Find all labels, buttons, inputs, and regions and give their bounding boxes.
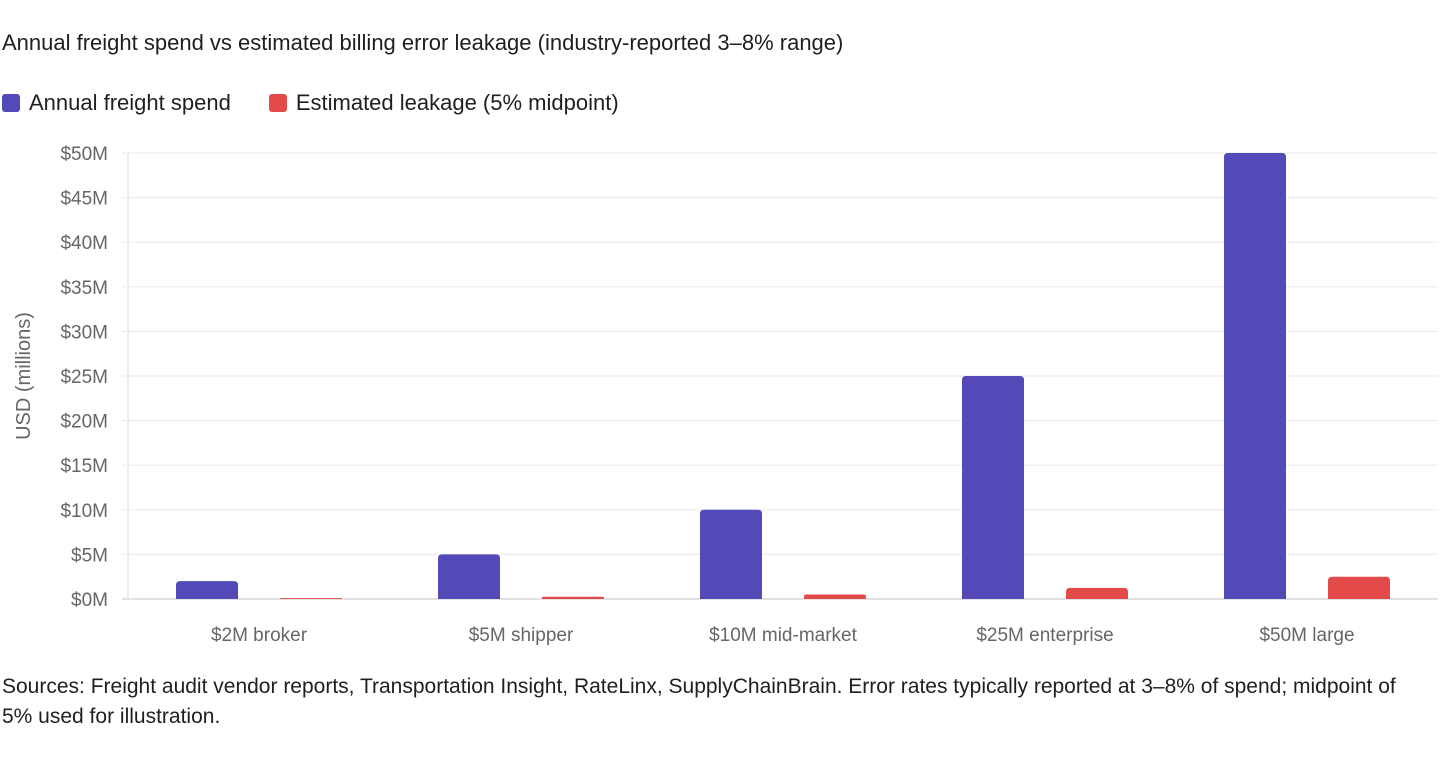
y-tick-label: $50M: [60, 144, 108, 165]
legend-label-spend: Annual freight spend: [29, 90, 231, 115]
x-tick-label: $25M enterprise: [976, 625, 1113, 646]
legend-label-leakage: Estimated leakage (5% midpoint): [295, 90, 619, 115]
bar-leakage: [1066, 587, 1128, 599]
legend-item-leakage[interactable]: Estimated leakage (5% midpoint): [268, 90, 619, 116]
y-tick-label: $5M: [71, 545, 108, 566]
bar-spend: [176, 581, 238, 599]
bar-spend: [438, 554, 500, 599]
y-tick-label: $35M: [60, 278, 108, 299]
bar-leakage: [280, 598, 342, 599]
legend-item-spend[interactable]: Annual freight spend: [2, 90, 231, 116]
y-axis-label: USD (millions): [13, 312, 35, 440]
y-tick-label: $0M: [71, 590, 108, 611]
chart-title: Annual freight spend vs estimated billin…: [2, 30, 844, 55]
bar-chart: $0M $5M $10M $15M $20M $25M $30M $35M $40M $45M $5…: [13, 144, 1438, 646]
legend-swatch-leakage: [268, 94, 287, 112]
legend-swatch-spend: [2, 94, 20, 112]
x-tick-label: $50M large: [1259, 625, 1354, 646]
bar-spend: [700, 509, 762, 599]
x-tick-label: $5M shipper: [469, 625, 574, 646]
bar-spend: [1224, 153, 1286, 599]
y-tick-label: $15M: [60, 456, 108, 477]
y-tick-label: $10M: [60, 501, 108, 522]
y-tick-label: $20M: [60, 412, 108, 433]
y-tick-label: $40M: [60, 233, 108, 254]
bar-spend: [962, 376, 1024, 599]
bar-leakage: [1328, 576, 1390, 599]
source-caption: Sources: Freight audit vendor reports, T…: [2, 675, 1396, 728]
x-tick-label: $2M broker: [211, 625, 308, 646]
y-tick-label: $30M: [60, 322, 108, 343]
bar-leakage: [542, 596, 604, 599]
y-tick-label: $45M: [60, 189, 108, 210]
bar-leakage: [804, 594, 866, 599]
y-tick-label: $25M: [60, 367, 108, 388]
chart-legend: Annual freight spend Estimated leakage (…: [2, 90, 657, 116]
x-tick-label: $10M mid-market: [709, 625, 858, 646]
